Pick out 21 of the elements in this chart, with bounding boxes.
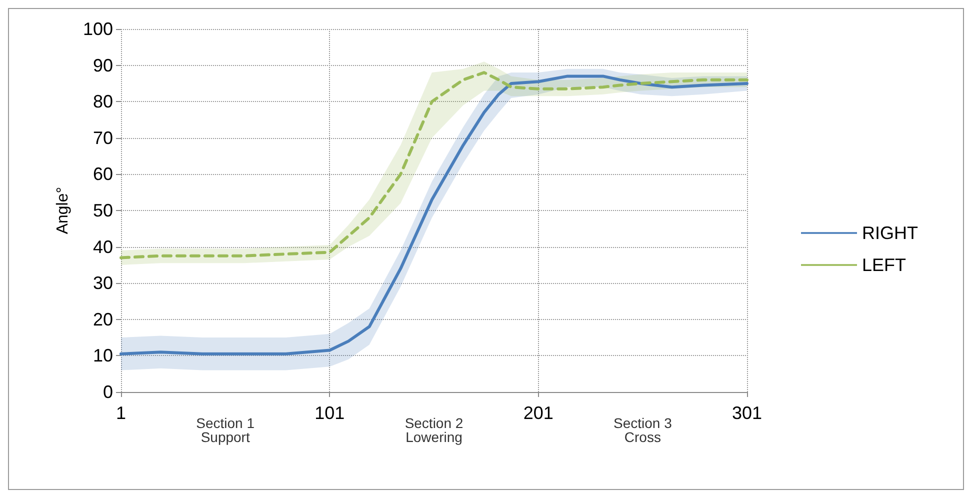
y-tick-label: 0 xyxy=(102,382,113,402)
x-tick-label: 301 xyxy=(732,403,762,423)
text: Section 1 Support xyxy=(196,415,255,445)
y-axis-title: Angle° xyxy=(54,186,72,234)
y-tick-label: 30 xyxy=(92,273,113,294)
y-tick-label: 100 xyxy=(82,19,113,39)
y-tick-label: 10 xyxy=(92,346,113,366)
y-tick-label: 90 xyxy=(92,55,113,76)
y-tick-label: 20 xyxy=(92,309,113,330)
y-tick-label: 60 xyxy=(92,164,113,184)
text: Section 3 Cross xyxy=(613,415,672,445)
x-tick-label: 101 xyxy=(314,403,345,423)
legend-label: LEFT xyxy=(862,255,906,275)
text: Section 2 Lowering xyxy=(404,415,464,445)
y-tick-label: 40 xyxy=(92,236,113,257)
y-tick-label: 80 xyxy=(92,92,113,112)
legend-label: RIGHT xyxy=(862,223,918,243)
y-tick-label: 70 xyxy=(92,128,113,148)
y-tick-label: 50 xyxy=(92,200,113,220)
x-tick-label: 201 xyxy=(523,403,554,423)
x-tick-label: 1 xyxy=(116,403,126,423)
